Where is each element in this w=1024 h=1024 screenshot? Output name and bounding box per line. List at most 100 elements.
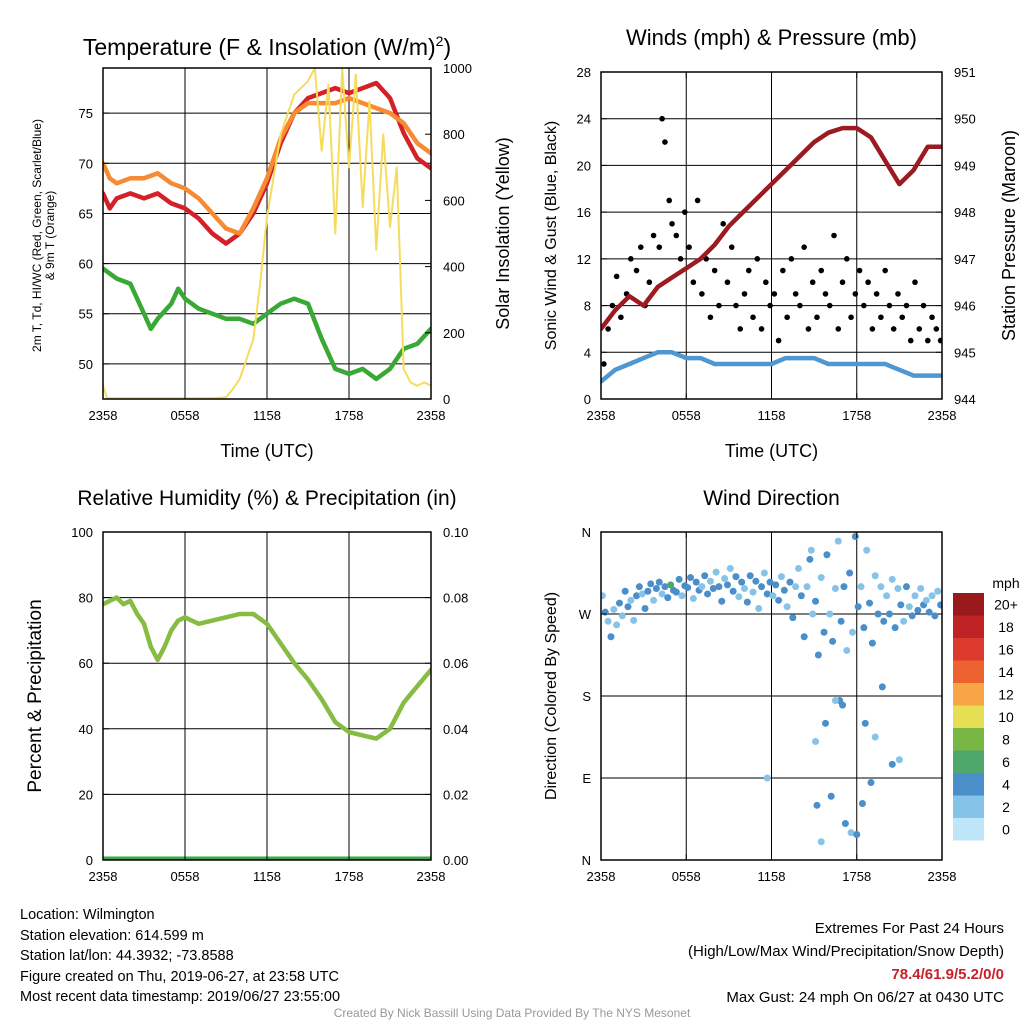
direction-point: [891, 624, 899, 632]
direction-point: [780, 586, 788, 594]
gust-point: [662, 139, 668, 145]
gust-point: [650, 232, 657, 239]
y2-tick-label: 0.06: [443, 656, 468, 671]
gust-point: [861, 302, 867, 309]
x-tick-label: 2358: [417, 408, 446, 423]
gust-point: [724, 279, 731, 286]
direction-point: [860, 624, 868, 632]
direction-point: [678, 592, 686, 600]
direction-point: [895, 756, 903, 764]
station-latlon: Station lat/lon: 44.3932; -73.8588: [20, 948, 234, 964]
direction-point: [847, 829, 855, 837]
direction-point: [652, 584, 660, 592]
gust-point: [767, 302, 773, 309]
direction-point: [692, 578, 700, 586]
gust-point: [809, 279, 816, 286]
extremes-subtitle: (High/Low/Max Wind/Precipitation/Snow De…: [688, 943, 1004, 960]
direction-point: [829, 637, 837, 645]
y-tick-label: N: [582, 525, 591, 540]
y2-tick-label: 0.04: [443, 722, 468, 737]
gust-point: [924, 337, 931, 344]
direction-point: [721, 574, 729, 582]
gust-point: [677, 256, 684, 262]
direction-point: [618, 612, 626, 620]
y2-tick-label: 0.08: [443, 591, 468, 606]
y2-tick-label: 948: [954, 205, 976, 220]
y-axis-label-line-2: & 9m T (Orange): [43, 191, 57, 281]
station-location: Location: Wilmington: [20, 907, 155, 923]
gust-point: [831, 232, 837, 239]
gust-point: [609, 302, 616, 309]
y-tick-label: 12: [577, 252, 591, 267]
direction-point: [928, 592, 936, 600]
direction-point: [647, 580, 655, 588]
gust-point: [699, 291, 705, 297]
direction-point: [715, 583, 723, 591]
direction-point: [741, 584, 749, 592]
direction-point: [758, 583, 766, 591]
direction-point: [709, 584, 717, 592]
direction-point: [624, 603, 632, 611]
y2-tick-label: 0.02: [443, 787, 468, 802]
direction-point: [902, 583, 910, 591]
colorbar-swatch: [953, 795, 984, 818]
y-tick-label: 8: [584, 299, 591, 314]
gust-point: [686, 244, 692, 250]
direction-point: [638, 590, 646, 598]
gust-point: [690, 279, 697, 286]
x-tick-label: 0558: [672, 408, 701, 423]
y-tick-label: 50: [79, 357, 93, 372]
x-tick-label: 2358: [928, 408, 957, 423]
x-tick-label: 2358: [89, 408, 118, 423]
gust-point: [788, 256, 795, 262]
direction-point: [931, 612, 939, 620]
gust-point: [822, 291, 829, 297]
direction-point: [735, 593, 743, 601]
direction-point: [857, 583, 865, 591]
direction-point: [812, 597, 820, 605]
gust-point: [601, 361, 607, 367]
y-tick-label: 75: [79, 106, 93, 121]
gust-point: [618, 314, 624, 321]
gust-point: [852, 291, 859, 297]
gust-point: [856, 267, 863, 274]
gust-point: [895, 291, 901, 297]
direction-point: [888, 760, 896, 768]
gust-point: [873, 291, 880, 297]
x-tick-label: 1158: [758, 408, 786, 423]
colorbar-swatch: [953, 728, 984, 751]
direction-point: [630, 616, 638, 624]
direction-point: [777, 573, 785, 581]
direction-point: [655, 578, 663, 586]
gust-point: [903, 302, 910, 309]
gust-point: [792, 291, 799, 297]
max-gust: Max Gust: 24 mph On 06/27 at 0430 UTC: [726, 989, 1004, 1006]
y-tick-label: 24: [577, 112, 591, 127]
series-line-maroon: [601, 125, 942, 332]
gust-point: [784, 314, 790, 321]
x-tick-label: 1158: [253, 408, 281, 423]
y2-tick-label: 0: [443, 392, 450, 407]
gust-point: [899, 314, 906, 321]
direction-point: [853, 830, 861, 838]
y2-tick-label: 800: [443, 127, 465, 142]
gust-point: [907, 337, 914, 344]
direction-point: [729, 587, 737, 595]
direction-point: [812, 738, 820, 746]
gust-point: [818, 267, 825, 274]
gust-point: [728, 244, 735, 250]
y-tick-label: 55: [79, 307, 93, 322]
figure-created: Figure created on Thu, 2019-06-27, at 23…: [20, 968, 339, 985]
direction-point: [687, 574, 695, 582]
colorbar-label: 0: [1002, 821, 1010, 837]
direction-point: [858, 800, 866, 808]
direction-point: [871, 572, 879, 580]
direction-point: [826, 610, 834, 618]
direction-point: [792, 583, 800, 591]
direction-point: [814, 651, 822, 659]
direction-point: [817, 838, 825, 846]
direction-point: [786, 578, 794, 586]
gust-point: [844, 256, 850, 262]
y-tick-label: 80: [79, 591, 93, 606]
